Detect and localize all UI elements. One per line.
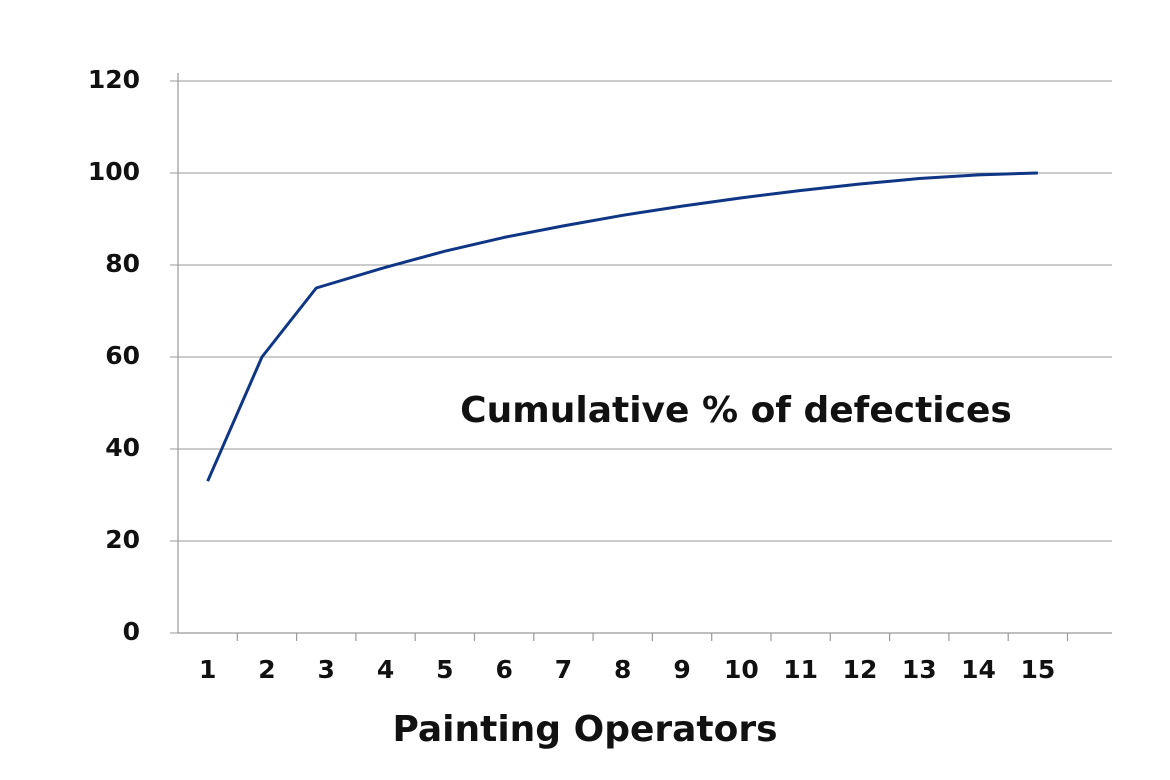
x-tick-label: 2	[258, 655, 275, 684]
x-tick-label: 7	[555, 655, 572, 684]
y-tick-label: 40	[105, 433, 140, 462]
x-tick-label: 9	[673, 655, 690, 684]
y-tick-label: 60	[105, 341, 140, 370]
y-tick-label: 0	[123, 617, 140, 646]
x-tick-label: 1	[199, 655, 216, 684]
x-tick-label: 5	[436, 655, 453, 684]
x-axis-label: Painting Operators	[392, 709, 777, 750]
x-tick-label: 13	[902, 655, 937, 684]
data-line	[206, 171, 1038, 482]
y-tick-label: 20	[105, 525, 140, 554]
annotation: Cumulative % of defectices	[460, 390, 1012, 431]
x-tick-label: 8	[614, 655, 631, 684]
x-tick-label: 6	[495, 655, 512, 684]
x-tick-label: 15	[1020, 655, 1055, 684]
y-tick-label: 80	[105, 249, 140, 278]
x-tick-label: 4	[377, 655, 394, 684]
x-tick-label: 10	[724, 655, 759, 684]
x-tick-label: 3	[318, 655, 335, 684]
x-tick-label: 11	[783, 655, 818, 684]
x-tick-label: 14	[961, 655, 996, 684]
y-tick-label: 100	[88, 157, 140, 186]
x-tick-label: 12	[843, 655, 878, 684]
y-tick-label: 120	[88, 65, 140, 94]
